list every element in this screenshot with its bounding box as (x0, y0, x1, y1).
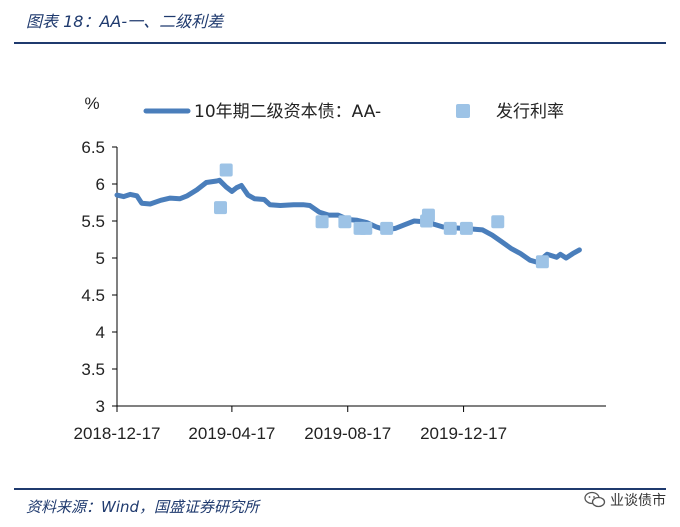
wechat-icon (584, 491, 606, 508)
scatter-point (213, 201, 227, 215)
x-tick-label: 2018-12-17 (74, 424, 161, 443)
source-rule (14, 488, 666, 490)
axes (116, 147, 606, 407)
y-axis-label: % (84, 94, 99, 113)
legend-label: 发行利率 (496, 102, 564, 122)
y-tick-label: 6.5 (81, 138, 105, 157)
y-axis-ticks: 6.5 6 5.5 5 4.5 4 3.5 3 (81, 138, 117, 416)
scatter-point (315, 215, 329, 229)
plot-area (114, 163, 582, 269)
scatter-point (338, 215, 352, 229)
legend-square-marker (456, 104, 470, 118)
y-tick-label: 3 (96, 397, 105, 416)
watermark: 业谈债市 (584, 490, 666, 510)
x-axis-ticks: 2018-12-17 2019-04-17 2019-08-17 2019-12-17 (74, 406, 507, 443)
y-tick-label: 5 (96, 249, 105, 268)
x-tick-label: 2019-12-17 (420, 424, 507, 443)
y-tick-label: 4.5 (81, 286, 105, 305)
series-line (114, 177, 582, 265)
scatter-point (535, 255, 549, 269)
scatter-point (219, 163, 233, 177)
scatter-point (380, 221, 394, 235)
legend-label: 10年期二级资本债：AA- (194, 102, 381, 122)
scatter-point (421, 208, 435, 222)
legend: 10年期二级资本债：AA- 发行利率 (143, 102, 564, 122)
y-tick-label: 3.5 (81, 360, 105, 379)
y-tick-label: 5.5 (81, 212, 105, 231)
x-tick-label: 2019-04-17 (188, 424, 275, 443)
x-tick-label: 2019-08-17 (304, 424, 391, 443)
watermark-text: 业谈债市 (610, 493, 666, 509)
y-tick-label: 4 (96, 323, 105, 342)
y-tick-label: 6 (96, 175, 105, 194)
scatter-point (359, 221, 373, 235)
figure-title: 图表 18：AA-一、二级利差 (26, 12, 224, 31)
title-rule (14, 42, 666, 44)
scatter-point (443, 221, 457, 235)
source-note: 资料来源：Wind，国盛证券研究所 (26, 498, 260, 516)
scatter-point (491, 215, 505, 229)
scatter-point (459, 221, 473, 235)
